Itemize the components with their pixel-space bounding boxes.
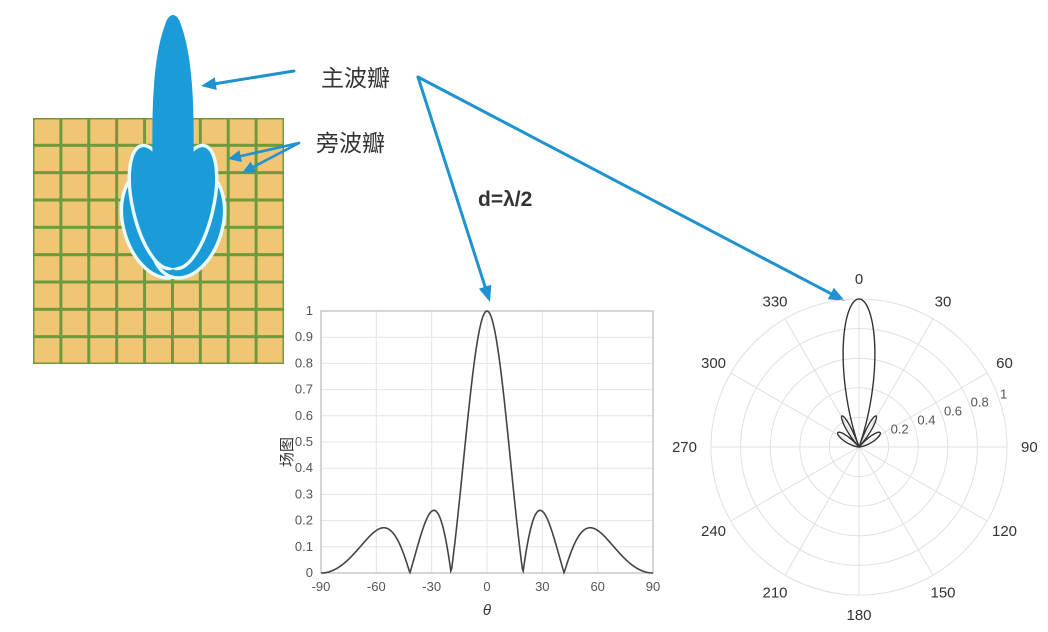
- svg-text:60: 60: [996, 355, 1013, 372]
- svg-text:θ: θ: [483, 602, 491, 619]
- svg-text:0.7: 0.7: [295, 382, 313, 397]
- svg-text:60: 60: [590, 579, 604, 594]
- svg-text:0.3: 0.3: [295, 486, 313, 501]
- svg-text:-30: -30: [422, 579, 441, 594]
- svg-text:0.6: 0.6: [944, 404, 962, 419]
- svg-text:0.1: 0.1: [295, 539, 313, 554]
- svg-text:0.4: 0.4: [295, 460, 313, 475]
- svg-text:240: 240: [701, 523, 726, 540]
- svg-text:210: 210: [762, 585, 787, 602]
- svg-text:0.8: 0.8: [971, 395, 989, 410]
- svg-text:0.4: 0.4: [917, 413, 935, 428]
- svg-text:90: 90: [1021, 439, 1038, 456]
- svg-text:d=λ/2: d=λ/2: [478, 188, 532, 211]
- svg-text:0.9: 0.9: [295, 329, 313, 344]
- svg-text:0.2: 0.2: [295, 513, 313, 528]
- svg-text:300: 300: [701, 355, 726, 372]
- svg-text:旁波瓣: 旁波瓣: [316, 130, 385, 156]
- svg-text:主波瓣: 主波瓣: [321, 65, 390, 91]
- svg-text:0: 0: [483, 579, 490, 594]
- svg-text:180: 180: [846, 607, 871, 624]
- svg-text:30: 30: [535, 579, 549, 594]
- svg-text:0.6: 0.6: [295, 408, 313, 423]
- svg-text:场图: 场图: [279, 437, 296, 467]
- svg-text:0: 0: [855, 271, 863, 288]
- svg-text:-60: -60: [367, 579, 386, 594]
- svg-text:0.2: 0.2: [891, 421, 909, 436]
- svg-text:1: 1: [1000, 387, 1007, 402]
- svg-text:120: 120: [992, 523, 1017, 540]
- svg-text:1: 1: [306, 303, 313, 318]
- svg-text:330: 330: [762, 294, 787, 311]
- svg-text:150: 150: [930, 585, 955, 602]
- svg-text:0: 0: [306, 565, 313, 580]
- svg-text:0.8: 0.8: [295, 355, 313, 370]
- svg-text:0.5: 0.5: [295, 434, 313, 449]
- svg-text:90: 90: [646, 579, 660, 594]
- svg-text:270: 270: [672, 439, 697, 456]
- svg-text:30: 30: [935, 294, 952, 311]
- svg-text:-90: -90: [312, 579, 331, 594]
